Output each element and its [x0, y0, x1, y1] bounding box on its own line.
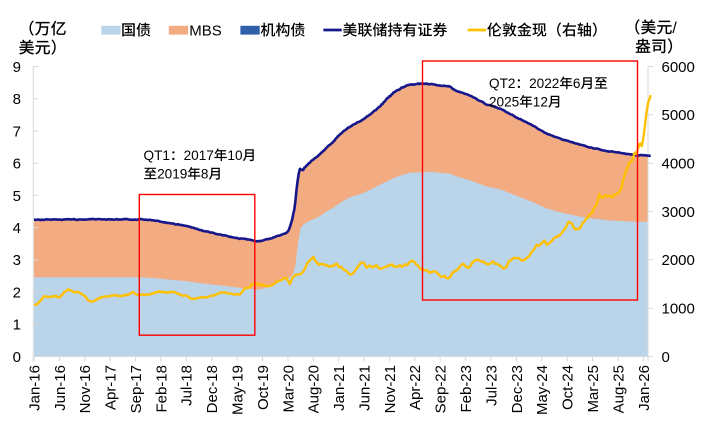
svg-text:1: 1 [13, 317, 21, 334]
svg-text:May-24: May-24 [534, 365, 551, 415]
svg-text:Oct-24: Oct-24 [560, 365, 577, 410]
svg-text:Sep-22: Sep-22 [433, 365, 450, 413]
svg-text:/: / [672, 20, 677, 37]
svg-text:2: 2 [13, 285, 21, 302]
svg-text:7: 7 [13, 123, 21, 140]
svg-text:Jul-23: Jul-23 [483, 365, 500, 406]
svg-text:Mar-25: Mar-25 [585, 365, 602, 413]
svg-text:8: 8 [13, 91, 21, 108]
svg-text:4000: 4000 [662, 156, 695, 173]
svg-text:5: 5 [13, 188, 21, 205]
svg-text:Nov-21: Nov-21 [382, 365, 399, 413]
svg-text:Dec-18: Dec-18 [204, 365, 221, 413]
svg-text:8: 8 [201, 167, 209, 182]
svg-text:Jan-16: Jan-16 [26, 365, 43, 411]
svg-text:2017: 2017 [184, 148, 214, 163]
svg-text:May-19: May-19 [230, 365, 247, 415]
svg-text:Dec-23: Dec-23 [509, 365, 526, 413]
svg-text:6000: 6000 [662, 59, 695, 76]
svg-text:1000: 1000 [662, 301, 695, 318]
svg-text:2000: 2000 [662, 252, 695, 269]
svg-text:Feb-23: Feb-23 [458, 365, 475, 413]
svg-text:QT1: QT1 [144, 148, 170, 163]
svg-text:0: 0 [662, 349, 670, 366]
svg-text:2022: 2022 [529, 76, 559, 91]
svg-text:4: 4 [13, 220, 21, 237]
svg-text:Aug-20: Aug-20 [306, 365, 323, 413]
svg-text:9: 9 [13, 59, 21, 76]
svg-text:5000: 5000 [662, 107, 695, 124]
svg-text:Nov-16: Nov-16 [77, 365, 94, 413]
svg-text:QT2: QT2 [489, 76, 515, 91]
svg-text:Aug-25: Aug-25 [610, 365, 627, 413]
svg-text:Jun-21: Jun-21 [357, 365, 374, 411]
svg-text:2019: 2019 [157, 167, 187, 182]
svg-text:3: 3 [13, 252, 21, 269]
svg-text:Mar-20: Mar-20 [280, 365, 297, 413]
svg-text:6: 6 [13, 156, 21, 173]
svg-text:0: 0 [13, 349, 21, 366]
svg-text:Sep-17: Sep-17 [128, 365, 145, 413]
svg-text:Oct-19: Oct-19 [255, 365, 272, 410]
svg-text:Jan-26: Jan-26 [636, 365, 653, 411]
svg-text:Apr-22: Apr-22 [407, 365, 424, 410]
svg-text:Feb-18: Feb-18 [153, 365, 170, 413]
svg-text:Apr-17: Apr-17 [103, 365, 120, 410]
svg-text:2025: 2025 [489, 95, 519, 110]
svg-text:Jul-18: Jul-18 [179, 365, 196, 406]
svg-text:6: 6 [573, 76, 581, 91]
svg-text:Jun-16: Jun-16 [52, 365, 69, 411]
svg-text:Jan-21: Jan-21 [331, 365, 348, 411]
svg-text:3000: 3000 [662, 204, 695, 221]
svg-text:MBS: MBS [189, 22, 222, 39]
svg-text:10: 10 [227, 148, 243, 163]
svg-text:12: 12 [533, 95, 548, 110]
